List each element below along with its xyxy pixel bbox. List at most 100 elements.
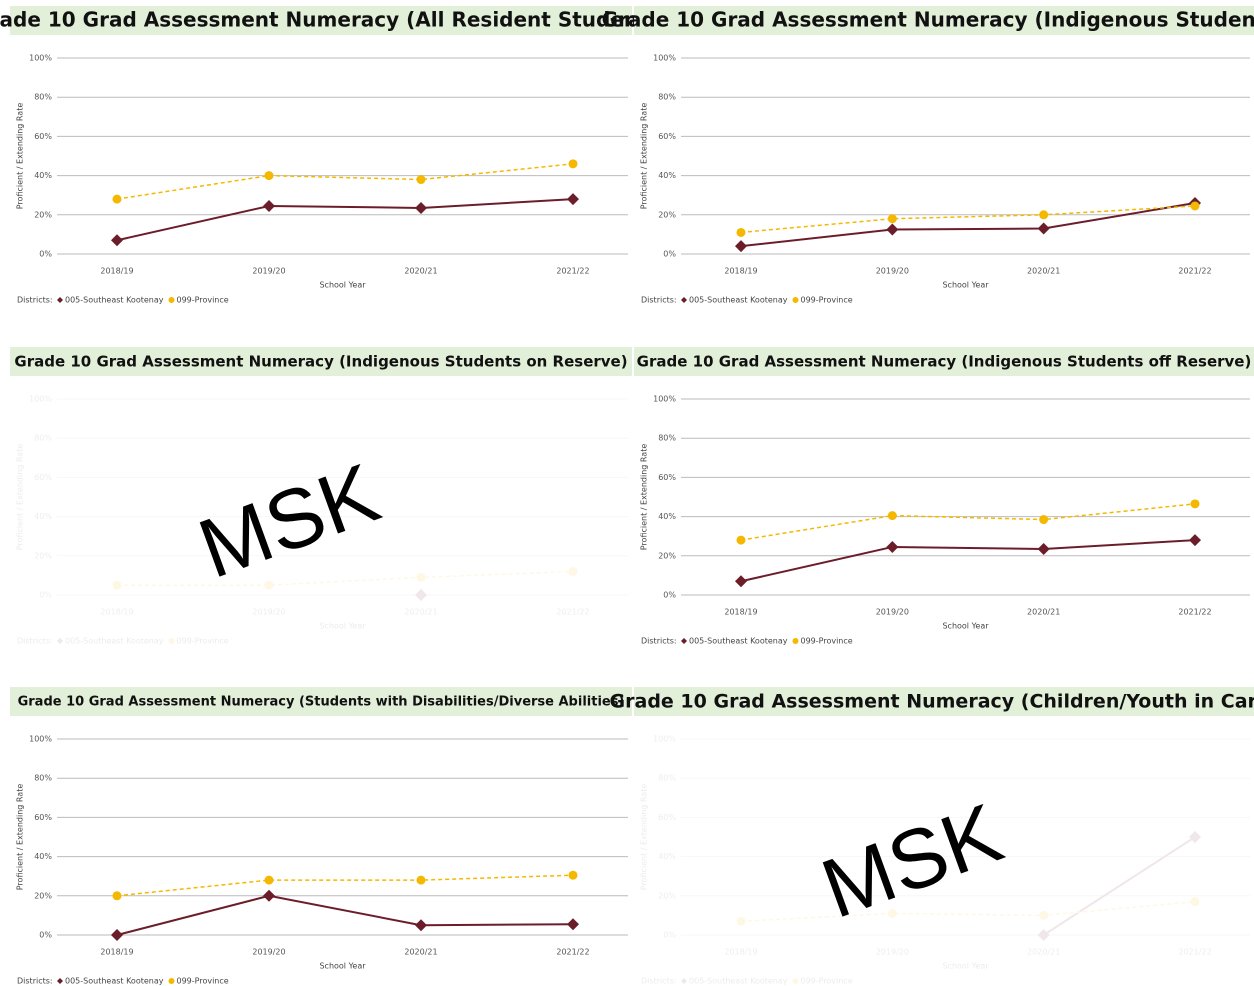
y-tick-label: 20% (34, 891, 52, 900)
data-point (111, 929, 123, 941)
data-point (416, 175, 426, 185)
data-point (1039, 910, 1049, 920)
x-tick-label: 2020/21 (1027, 267, 1060, 276)
y-tick-label: 20% (658, 210, 676, 219)
x-tick-label: 2020/21 (404, 608, 437, 617)
data-point (887, 908, 897, 918)
data-point (111, 234, 123, 247)
chart-body: 0% 20% 40% 60% 80% 100% 2018/19 2019/20 2020/21 2… (640, 54, 1250, 305)
chart-panel: Grade 10 Grad Assessment Numeracy (All R… (0, 6, 669, 305)
data-point (886, 223, 899, 236)
y-tick-label: 80% (658, 774, 676, 783)
chart-panel: Grade 10 Grad Assessment Numeracy (Indig… (10, 347, 632, 646)
x-tick-label: 2018/19 (100, 948, 133, 957)
data-point (112, 580, 122, 590)
data-point (1039, 515, 1049, 525)
chart-title: Grade 10 Grad Assessment Numeracy (Child… (610, 691, 1254, 713)
mask-annotation: MSK (187, 445, 390, 596)
chart-panel: Grade 10 Grad Assessment Numeracy (Indig… (634, 347, 1254, 646)
series-line (740, 539, 1196, 583)
y-tick-label: 80% (658, 434, 676, 443)
series-line (1043, 836, 1196, 936)
series-line (117, 570, 574, 586)
legend-title: Districts: (17, 637, 53, 646)
chart-body: 0% 20% 40% 60% 80% 100% 2018/19 2019/20 2020/21 2… (16, 54, 628, 305)
y-tick-label: 40% (658, 171, 676, 180)
data-point (416, 572, 426, 582)
legend-marker (57, 978, 63, 984)
legend-label: 099-Province (176, 296, 228, 305)
y-axis-label: Proficient / Extending Rate (16, 103, 25, 210)
data-point (1190, 201, 1200, 211)
x-tick-label: 2018/19 (724, 267, 757, 276)
x-tick-label: 2021/22 (556, 948, 589, 957)
legend-label: 099-Province (176, 637, 228, 646)
y-tick-label: 20% (658, 891, 676, 900)
legend-marker (168, 638, 175, 644)
chart-body: 0% 20% 40% 60% 80% 100% 2018/19 2019/20 2020/21 2… (16, 735, 628, 986)
y-tick-label: 100% (653, 395, 676, 404)
x-axis-label: School Year (319, 281, 366, 290)
x-tick-label: 2019/20 (252, 267, 285, 276)
y-tick-label: 100% (29, 54, 52, 63)
chart-title: Grade 10 Grad Assessment Numeracy (All R… (0, 8, 669, 32)
x-tick-label: 2020/21 (404, 267, 437, 276)
x-tick-label: 2019/20 (252, 608, 285, 617)
legend-marker (168, 297, 175, 303)
y-tick-label: 0% (39, 931, 52, 940)
y-tick-label: 20% (658, 551, 676, 560)
data-point (567, 918, 579, 931)
x-tick-label: 2018/19 (724, 948, 757, 957)
y-tick-label: 0% (39, 250, 52, 259)
data-point (1189, 831, 1201, 843)
data-point (736, 227, 746, 237)
title-band (634, 347, 1254, 376)
x-tick-label: 2021/22 (1178, 608, 1211, 617)
data-point (1189, 534, 1201, 547)
data-point (1190, 499, 1200, 509)
x-tick-label: 2018/19 (100, 608, 133, 617)
legend-label: 005-Southeast Kootenay (65, 637, 164, 646)
title-band (10, 6, 632, 35)
x-tick-label: 2021/22 (1178, 948, 1211, 957)
data-point (887, 511, 897, 521)
legend-marker (681, 297, 687, 303)
y-tick-label: 40% (658, 852, 676, 861)
y-tick-label: 0% (39, 591, 52, 600)
chart-panel: Grade 10 Grad Assessment Numeracy (Child… (610, 687, 1254, 986)
series-line (116, 198, 574, 242)
data-point (264, 875, 274, 885)
y-tick-label: 20% (34, 551, 52, 560)
x-tick-label: 2020/21 (1027, 948, 1060, 957)
y-tick-label: 60% (658, 132, 676, 141)
data-point (264, 171, 274, 181)
y-axis-label: Proficient / Extending Rate (640, 103, 649, 210)
legend-label: 005-Southeast Kootenay (689, 977, 788, 986)
y-tick-label: 80% (34, 434, 52, 443)
data-point (1037, 929, 1050, 941)
data-point (415, 919, 427, 932)
legend-title: Districts: (641, 637, 677, 646)
x-tick-label: 2019/20 (876, 948, 909, 957)
x-tick-label: 2021/22 (1178, 267, 1211, 276)
y-tick-label: 60% (34, 132, 52, 141)
legend-label: 099-Province (800, 977, 852, 986)
y-tick-label: 60% (658, 813, 676, 822)
y-tick-label: 100% (29, 735, 52, 744)
title-band (634, 6, 1254, 35)
y-tick-label: 40% (34, 171, 52, 180)
y-tick-label: 0% (663, 250, 676, 259)
y-tick-label: 100% (653, 735, 676, 744)
x-tick-label: 2018/19 (724, 608, 757, 617)
data-point (567, 193, 579, 206)
data-point (415, 589, 427, 601)
data-point (568, 566, 578, 576)
chart-title: Grade 10 Grad Assessment Numeracy (Indig… (637, 353, 1252, 371)
data-point (1037, 222, 1050, 235)
x-tick-label: 2020/21 (1027, 608, 1060, 617)
title-band (10, 687, 632, 716)
series-line (116, 163, 574, 200)
series-line (740, 205, 1196, 234)
data-point (1039, 210, 1049, 220)
y-tick-label: 40% (34, 852, 52, 861)
